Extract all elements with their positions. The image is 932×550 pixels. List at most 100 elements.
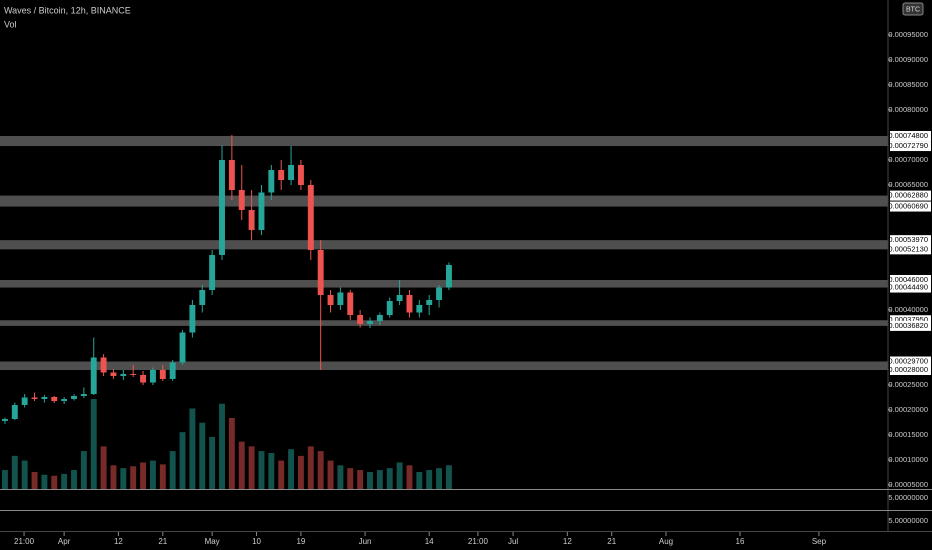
candle-body: [307, 185, 314, 250]
candle-body: [71, 396, 77, 399]
zone-label-box: [890, 315, 931, 326]
y-tick-label: 0.00065000: [888, 180, 928, 189]
volume-bar: [416, 471, 423, 489]
zone-label-box: [890, 235, 931, 246]
volume-bar: [51, 475, 58, 489]
zone: [0, 195, 888, 207]
candle-body: [80, 394, 87, 396]
zone-label: 0.00052130: [888, 244, 928, 253]
x-tick-label: 12: [114, 537, 123, 546]
y-tick-label: 0.00020000: [888, 405, 928, 414]
y-tick-label: 0.00085000: [888, 80, 928, 89]
volume-bar: [219, 403, 225, 489]
volume-bar: [179, 432, 186, 489]
volume-bar: [396, 462, 403, 489]
volume-bar: [288, 449, 295, 489]
candle-body: [416, 305, 423, 313]
zone-label-box: [890, 320, 931, 331]
candle-body: [297, 165, 304, 185]
y-tick-label: 0.00095000: [888, 30, 928, 39]
candle-body: [130, 374, 137, 375]
x-tick-label: 21:00: [14, 537, 35, 546]
volume-bar: [327, 460, 334, 489]
volume-bar: [110, 465, 117, 489]
zone-label: 0.00060690: [888, 202, 928, 211]
candle-body: [288, 165, 295, 180]
zone-label: 0.00036820: [888, 321, 928, 330]
zone-label-box: [890, 282, 931, 293]
zone: [0, 136, 888, 147]
zone-label: 0.00046000: [888, 275, 928, 284]
volume-bar: [41, 474, 48, 489]
volume-bar: [426, 470, 433, 489]
candle-body: [337, 292, 344, 305]
volume-bar: [120, 468, 127, 489]
volume-bar: [1, 470, 8, 489]
volume-bar: [149, 460, 156, 489]
volume-bar: [100, 446, 107, 489]
lower-pane-label: 5.00000000: [888, 493, 928, 502]
y-tick-label: 0.00080000: [888, 105, 928, 114]
candle-body: [268, 170, 275, 193]
x-tick-label: 14: [425, 537, 434, 546]
zone-label: 0.00044490: [888, 283, 928, 292]
volume-bar: [189, 408, 196, 489]
candle-body: [21, 397, 28, 405]
volume-bar: [386, 468, 393, 489]
candle-body: [228, 160, 235, 190]
volume-bar: [159, 464, 166, 489]
candle-body: [347, 292, 354, 315]
candle-body: [159, 370, 166, 379]
x-tick-label: 12: [563, 537, 572, 546]
zone: [0, 280, 888, 288]
volume-bar: [209, 436, 216, 489]
x-tick-label: 21: [158, 537, 167, 546]
x-tick-label: Jun: [359, 537, 372, 546]
volume-bar: [80, 451, 87, 489]
candle-body: [436, 287, 443, 300]
candle-body: [31, 397, 38, 399]
volume-bar: [445, 465, 452, 489]
volume-bar: [21, 460, 28, 489]
candle-body: [367, 321, 373, 324]
candle-body: [199, 290, 206, 305]
candle-body: [51, 397, 58, 401]
currency-label: BTC: [906, 6, 920, 13]
volume-bar: [347, 468, 354, 489]
zone: [0, 361, 888, 370]
volume-bar: [357, 470, 364, 489]
candle-body: [376, 315, 383, 321]
x-tick-label: Aug: [659, 537, 673, 546]
candle-body: [327, 295, 334, 305]
y-tick-label: 0.00010000: [888, 455, 928, 464]
candle-body: [278, 170, 285, 180]
candle-body: [169, 362, 176, 379]
volume-bar: [258, 451, 265, 489]
volume-bar: [297, 455, 304, 489]
y-tick-label: 0.00090000: [888, 55, 928, 64]
y-tick-label: 0.00070000: [888, 155, 928, 164]
volume-bar: [130, 466, 137, 489]
volume-bar: [376, 470, 383, 489]
zone-label: 0.00053970: [888, 235, 928, 244]
zone-label: 0.00074800: [888, 131, 928, 140]
zone-label: 0.00062880: [888, 191, 928, 200]
volume-bar: [90, 399, 97, 489]
zone-label-box: [890, 141, 931, 152]
candle-body: [209, 255, 216, 290]
zone: [0, 320, 888, 326]
zone-label: 0.00037950: [888, 315, 928, 324]
candle-body: [120, 374, 127, 376]
x-tick-label: 21: [607, 537, 616, 546]
candle-body: [406, 295, 413, 313]
y-tick-label: 0.00025000: [888, 380, 928, 389]
candle-body: [11, 405, 18, 419]
volume-bar: [238, 441, 245, 489]
candle-body: [100, 357, 107, 373]
x-tick-label: 16: [736, 537, 745, 546]
candle-body: [1, 419, 8, 421]
candle-body: [61, 399, 68, 401]
x-tick-label: Apr: [58, 537, 71, 546]
